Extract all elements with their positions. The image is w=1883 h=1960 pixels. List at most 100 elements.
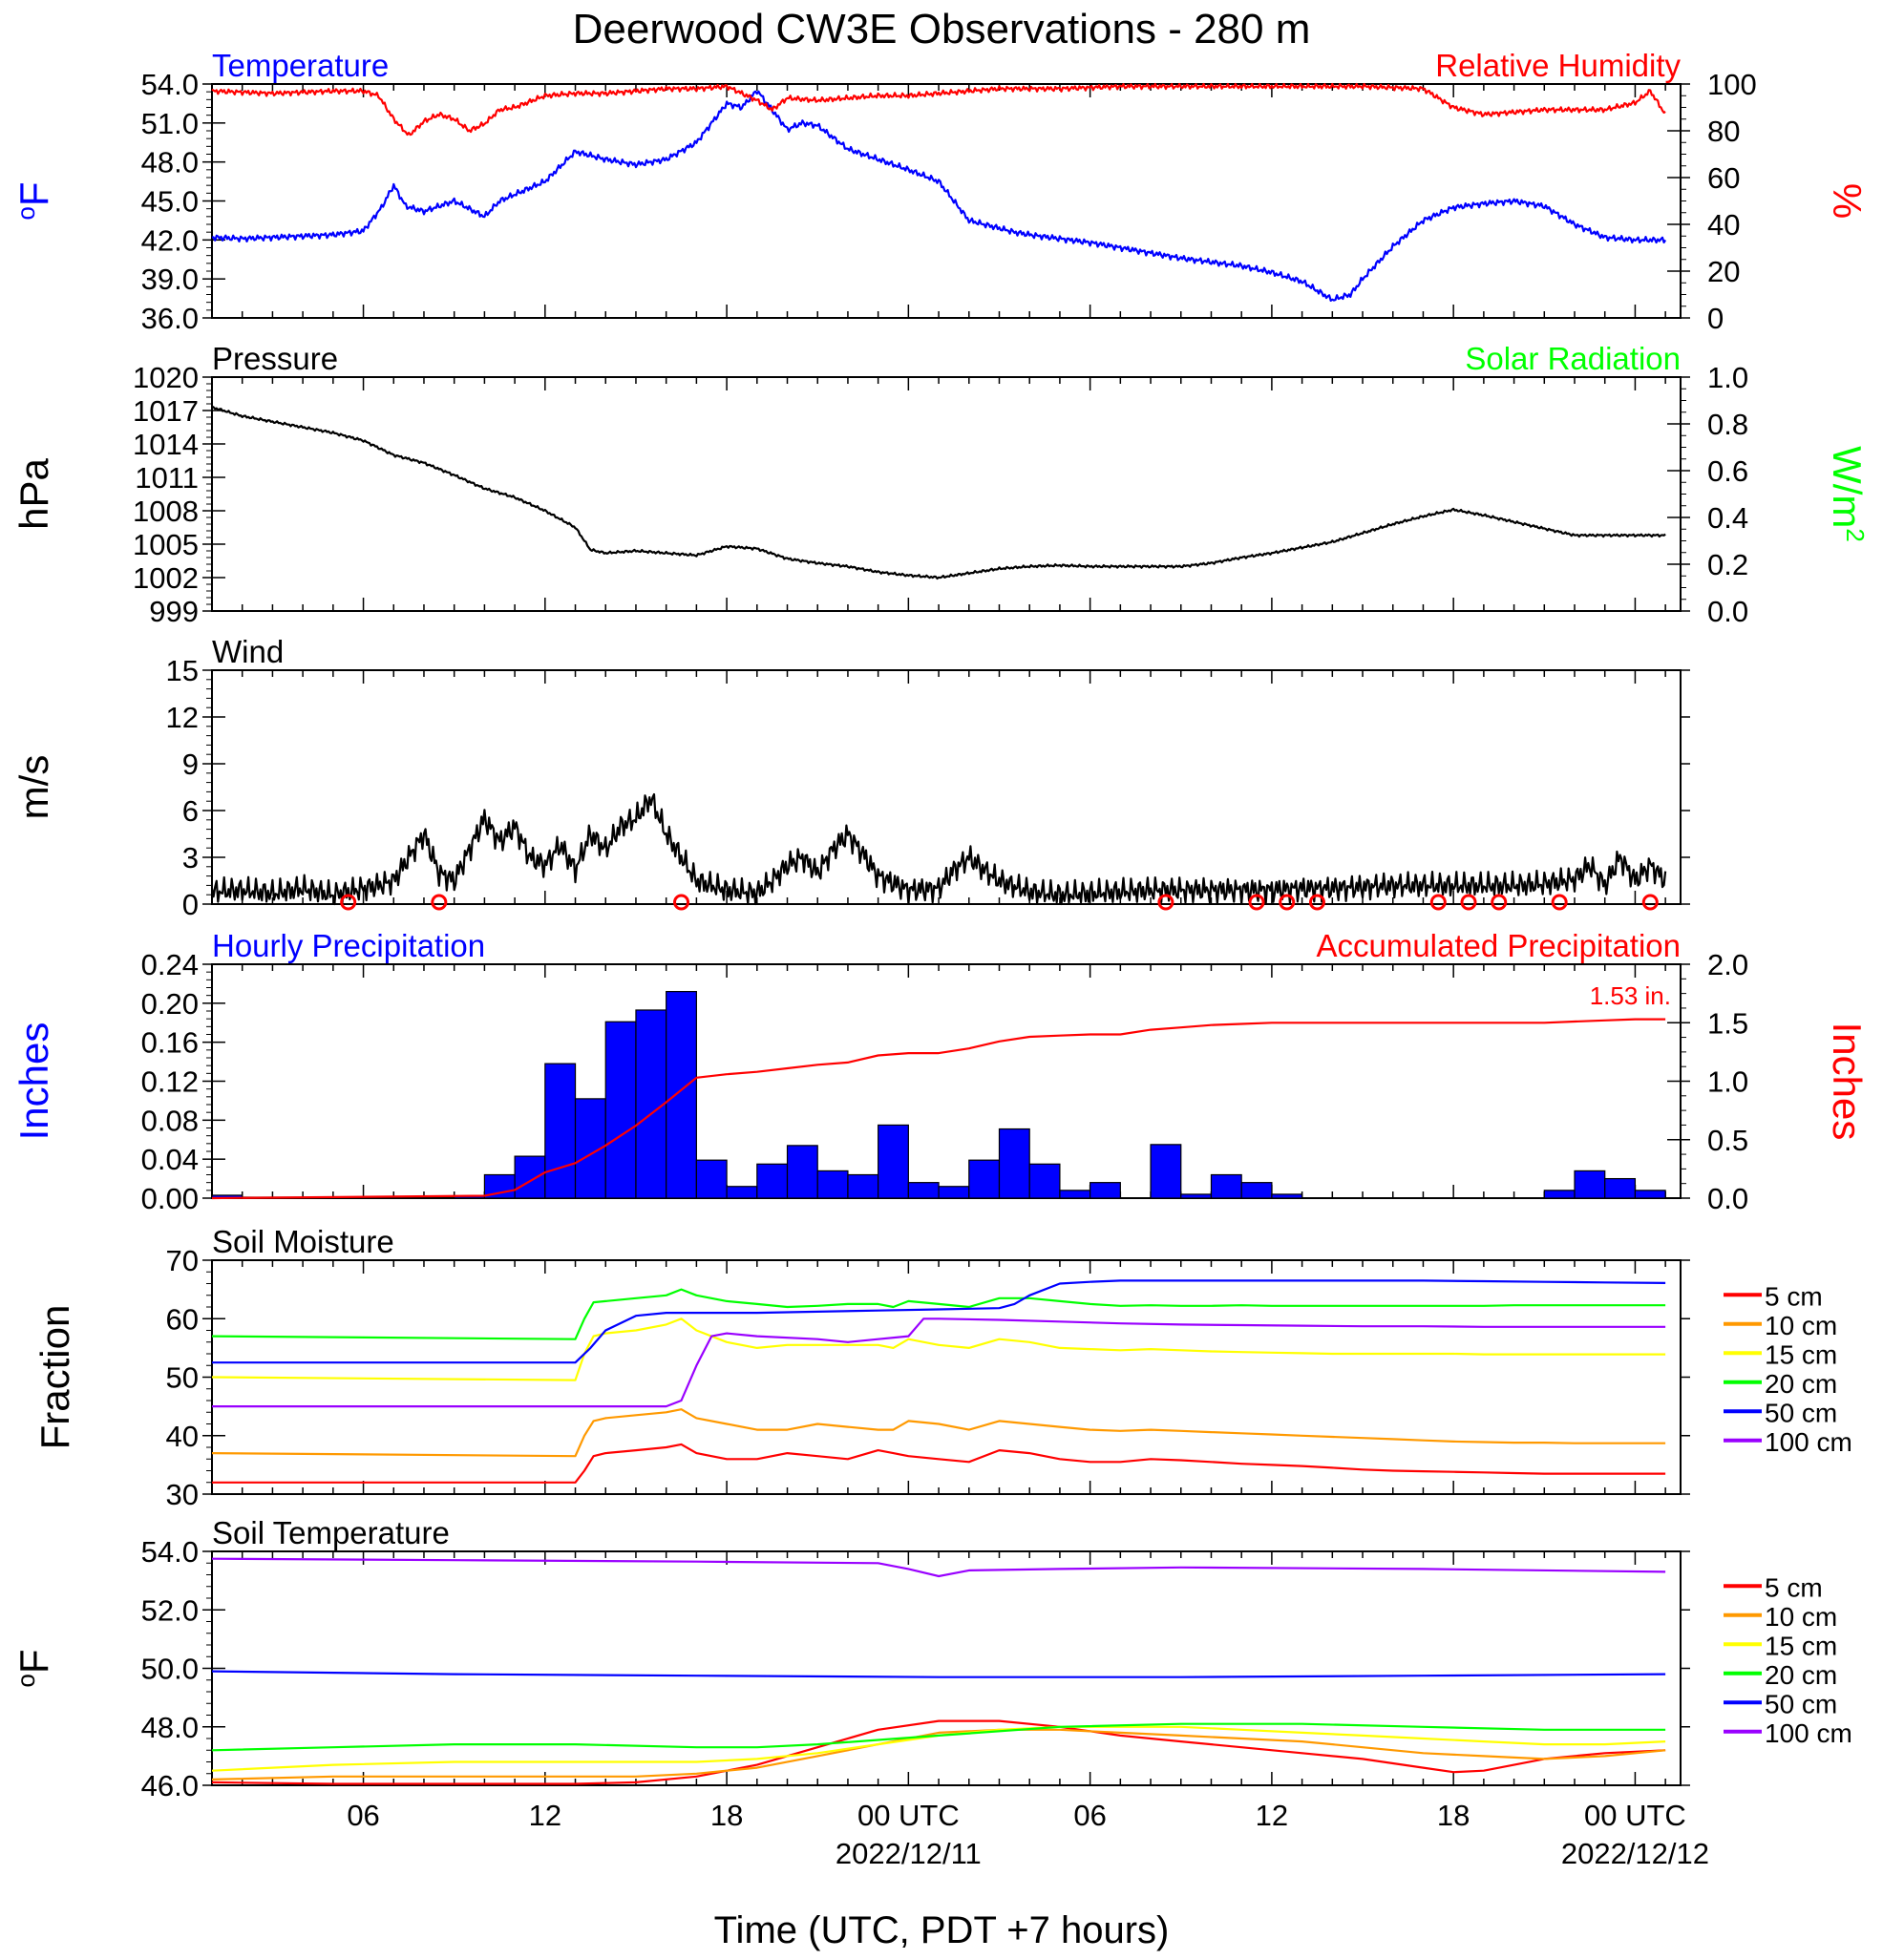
- series-line-15-cm: [211, 1317, 1666, 1381]
- accumulated-total-label: 1.53 in.: [1590, 981, 1671, 1010]
- precip-bar: [968, 1159, 1001, 1199]
- panel-temperature: 54.0 51.0 48.0 45.0 42.0 39.0 36.0 100 80 60 40 20 0…: [11, 48, 1870, 335]
- series-line-100-cm: [212, 1317, 1666, 1408]
- calm-wind-marker: [1279, 894, 1296, 911]
- panel-title-left: Hourly Precipitation: [212, 928, 485, 963]
- y-tick-label: 0: [182, 888, 199, 921]
- y-right-tick-label: 20: [1707, 255, 1740, 288]
- series-line-100-cm: [211, 1557, 1666, 1578]
- y-tick-label: 0.12: [141, 1065, 199, 1099]
- y-tick-label: 1020: [133, 361, 199, 394]
- x-tick-label: 06: [1073, 1799, 1106, 1832]
- y-right-tick-label: 100: [1707, 68, 1757, 101]
- panel-title-left: Wind: [212, 634, 284, 669]
- precip-bar: [816, 1170, 849, 1199]
- panel-title-left: Temperature: [212, 48, 389, 83]
- panel-title-right: Relative Humidity: [1435, 48, 1681, 83]
- precip-bar: [1090, 1182, 1121, 1199]
- y-right-tick-label: 60: [1707, 161, 1740, 195]
- y-tick-label: 54.0: [141, 1535, 199, 1569]
- series-line-pressure: [211, 405, 1666, 580]
- y-tick-label: 48.0: [141, 1711, 199, 1744]
- calm-wind-marker: [1551, 894, 1568, 911]
- y-right-tick-label: 1.0: [1707, 1065, 1748, 1099]
- y-tick-label: 46.0: [141, 1769, 199, 1802]
- plot-frame: [211, 1550, 1682, 1786]
- y-right-tick-label: 0.2: [1707, 548, 1748, 581]
- precip-bar: [998, 1128, 1030, 1199]
- y-right-tick-label: 1.0: [1707, 361, 1748, 394]
- legend-label: 15 cm: [1765, 1339, 1837, 1369]
- precip-bar: [574, 1098, 606, 1199]
- panel-title-right: Accumulated Precipitation: [1316, 928, 1681, 963]
- series-line-5-cm: [212, 1443, 1666, 1484]
- y-tick-label: 36.0: [141, 302, 199, 335]
- series-line-20-cm: [211, 1288, 1666, 1340]
- precip-bar: [938, 1186, 970, 1199]
- x-date-label: 2022/12/11: [836, 1837, 982, 1870]
- precip-bar: [847, 1173, 879, 1199]
- y-tick-label: 48.0: [141, 146, 199, 179]
- y-axis-label-right: %: [1825, 183, 1870, 219]
- legend-label: 100 cm: [1765, 1427, 1852, 1457]
- calm-wind-marker: [431, 894, 448, 911]
- y-tick-label: 0.00: [141, 1182, 199, 1215]
- x-tick-label: 00 UTC: [1584, 1799, 1686, 1832]
- y-tick-label: 1017: [133, 394, 199, 428]
- y-axis-label-left: Inches: [11, 1022, 56, 1141]
- y-tick-label: 0.08: [141, 1104, 199, 1137]
- precip-bar: [666, 990, 697, 1199]
- y-tick-label: 0.20: [141, 987, 199, 1021]
- y-right-tick-label: 2.0: [1707, 948, 1748, 981]
- y-tick-label: 50: [166, 1361, 199, 1395]
- precip-bar: [907, 1182, 940, 1199]
- chart-title: Deerwood CW3E Observations - 280 m: [573, 6, 1311, 53]
- precip-bar: [726, 1186, 758, 1199]
- y-axis-label-left: oF: [11, 1649, 56, 1687]
- x-tick-label: 18: [1437, 1799, 1470, 1832]
- panel-title-left: Soil Temperature: [212, 1515, 450, 1550]
- precip-bar: [1634, 1190, 1666, 1199]
- y-right-tick-label: 40: [1707, 208, 1740, 242]
- panel-wind: 15 12 9 6 3 0 Wind m/s: [11, 634, 1690, 921]
- series-line-temperature: [211, 90, 1667, 302]
- panel-soil-temperature: 54.0 52.0 50.0 48.0 46.0 Soil Temperature oF 5 …: [11, 1515, 1852, 1802]
- legend-label: 15 cm: [1765, 1631, 1837, 1660]
- y-tick-label: 54.0: [141, 68, 199, 101]
- series-line-relative-humidity: [211, 82, 1666, 137]
- legend-label: 10 cm: [1765, 1311, 1837, 1340]
- y-tick-label: 1005: [133, 528, 199, 561]
- y-tick-label: 1014: [133, 428, 199, 461]
- precip-bar: [635, 1009, 667, 1199]
- calm-wind-marker: [1491, 894, 1508, 911]
- precip-bar: [1574, 1170, 1606, 1199]
- x-tick-label: 18: [710, 1799, 743, 1832]
- y-axis-label-left: oF: [11, 181, 56, 220]
- calm-wind-marker: [1460, 894, 1477, 911]
- x-tick-label: 06: [347, 1799, 379, 1832]
- y-axis-label-left: Fraction: [32, 1305, 77, 1450]
- precip-bar: [786, 1145, 818, 1199]
- calm-wind-marker: [1248, 894, 1265, 911]
- series-line-accumulated-precipitation: [211, 1018, 1666, 1200]
- y-tick-label: 12: [166, 701, 199, 734]
- calm-wind-marker: [340, 894, 357, 911]
- y-tick-label: 0.16: [141, 1026, 199, 1060]
- calm-wind-marker: [1157, 894, 1174, 911]
- plot-frame: [211, 669, 1682, 905]
- panel-hourly-precipitation: 0.24 0.20 0.16 0.12 0.08 0.04 0.00 2.0 1.5 1.0 0.5…: [11, 928, 1870, 1215]
- precip-bar: [1271, 1193, 1303, 1199]
- y-tick-label: 50.0: [141, 1653, 199, 1686]
- legend-label: 50 cm: [1765, 1398, 1837, 1427]
- legend-label: 5 cm: [1765, 1572, 1823, 1602]
- precip-bar: [1604, 1177, 1637, 1199]
- y-axis-label-right: Inches: [1825, 1022, 1870, 1141]
- precip-bar: [1028, 1163, 1061, 1199]
- calm-wind-marker: [1429, 894, 1447, 911]
- y-tick-label: 42.0: [141, 223, 199, 257]
- y-right-tick-label: 0.8: [1707, 408, 1748, 441]
- plot-frame: [211, 963, 1682, 1199]
